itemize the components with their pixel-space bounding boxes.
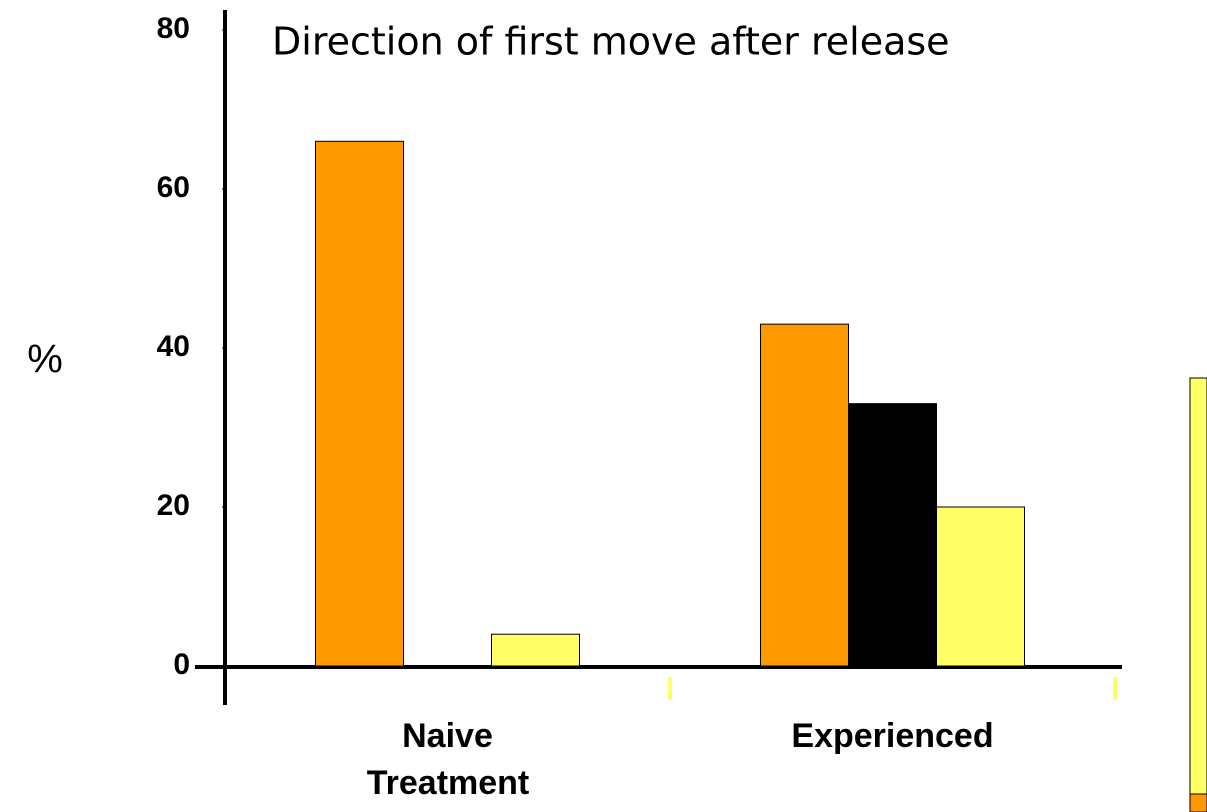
bar [848, 403, 937, 667]
y-tick-label: 40 [157, 330, 190, 363]
y-tick-label: 60 [157, 171, 190, 204]
y-tick-label: 20 [157, 489, 190, 522]
legend-box [1189, 377, 1207, 795]
bar [315, 140, 404, 667]
x-tick-label: Experienced [791, 717, 993, 755]
y-axis-label: % [27, 338, 63, 382]
y-tick-label: 0 [173, 648, 190, 681]
chart-title: Direction of first move after release [272, 20, 950, 64]
x-tick-label: Naive [402, 717, 493, 755]
bar [491, 633, 580, 667]
bar [936, 506, 1025, 667]
x-axis-label: Treatment [367, 764, 530, 802]
bar [760, 323, 849, 667]
legend-swatch [1189, 793, 1207, 812]
y-tick-label: 80 [157, 12, 190, 45]
